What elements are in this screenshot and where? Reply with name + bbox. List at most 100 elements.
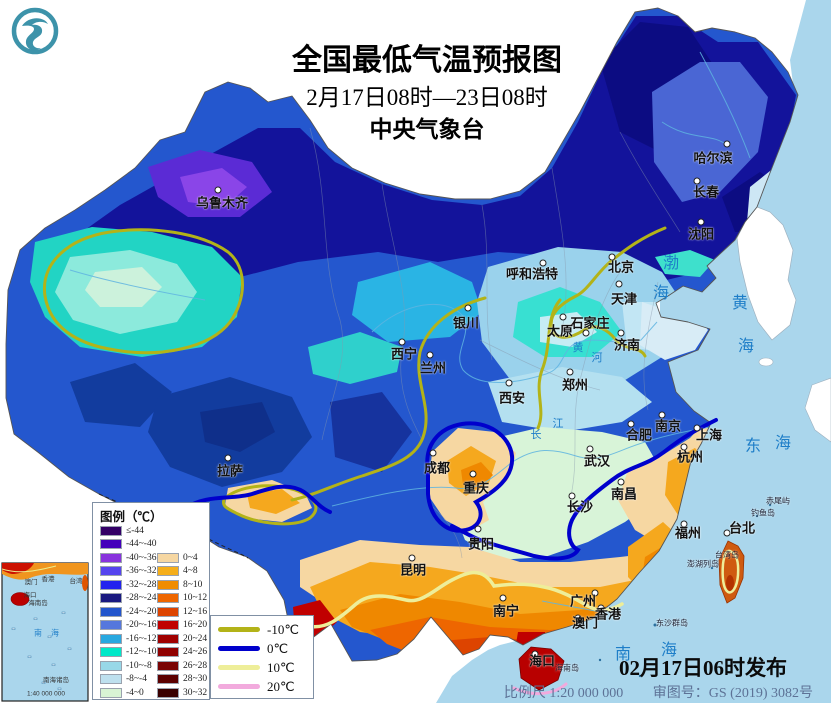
legend-swatch: [157, 579, 179, 590]
legend-swatch: [100, 633, 122, 644]
map-scale-line: 比例尺 1:20 000 000 审图号：GS (2019) 3082号: [504, 682, 813, 702]
legend-swatch: [157, 687, 179, 698]
isoline-row: 20℃: [211, 677, 313, 696]
legend-swatch: [100, 579, 122, 590]
legend-range-label: 24~26: [183, 647, 208, 658]
legend-range-label: -10~-8: [126, 660, 152, 671]
korea-land: [736, 206, 797, 341]
isoline-swatch: [218, 665, 260, 670]
legend-swatch: [157, 660, 179, 671]
publish-time: 02月17日06时发布: [619, 656, 787, 680]
legend-row: -16~-12: [100, 632, 156, 646]
province-borders: [309, 127, 681, 559]
legend-row: 0~4: [157, 551, 207, 565]
legend-range-label: -32~-28: [126, 579, 157, 590]
legend-range-label: 4~8: [183, 566, 198, 577]
inset-map: [1, 562, 89, 702]
sea: [436, 0, 831, 703]
legend-row: 20~24: [157, 632, 207, 646]
legend-range-label: -20~-16: [126, 620, 157, 631]
hainan-island: [518, 646, 565, 691]
legend-range-label: ≤-44: [126, 525, 144, 536]
isoline-swatch: [218, 627, 260, 632]
legend-row: 10~12: [157, 592, 207, 606]
legend-row: -32~-28: [100, 578, 156, 592]
legend-row: -44~-40: [100, 538, 156, 552]
isoline-label: 20℃: [267, 678, 295, 694]
isoline-label: -10℃: [267, 621, 299, 637]
legend-range-label: -24~-20: [126, 606, 157, 617]
isotherm-lines: [42, 226, 740, 695]
approval-number: 审图号：GS (2019) 3082号: [652, 686, 813, 701]
legend-row: 8~10: [157, 578, 207, 592]
japan-land: [804, 377, 831, 443]
china-border: [5, 7, 799, 662]
legend-range-label: -36~-32: [126, 566, 157, 577]
legend-swatch: [100, 566, 122, 577]
legend-row: -4~0: [100, 686, 156, 700]
isoline-row: 0℃: [211, 639, 313, 658]
legend-swatch: [157, 647, 179, 658]
legend-swatch: [100, 620, 122, 631]
legend-range-label: -8~-4: [126, 674, 147, 685]
isoline-swatch: [218, 646, 260, 651]
legend-swatch: [100, 525, 122, 536]
legend-range-label: 0~4: [183, 552, 198, 563]
legend-range-label: 30~32: [183, 687, 208, 698]
temperature-legend: 图例（℃） ≤-44 -44~-40 -40~-36 -36~-32 -32~-28 -2…: [92, 502, 210, 700]
legend-swatch: [100, 593, 122, 604]
legend-title: 图例（℃）: [100, 510, 163, 524]
title-block: 全国最低气温预报图 2月17日08时—23日08时 中央气象台: [292, 44, 562, 142]
isoline-row: -10℃: [211, 620, 313, 639]
legend-range-label: -40~-36: [126, 552, 157, 563]
isoline-swatch: [218, 684, 260, 689]
legend-warm-column: 0~4 4~8 8~10 10~12 12~16 16~20 20~24 24~26 26~28…: [157, 551, 207, 700]
legend-swatch: [157, 633, 179, 644]
legend-row: -36~-32: [100, 565, 156, 579]
offshore-islets: [598, 503, 772, 678]
map-subtitle: 2月17日08时—23日08时: [306, 85, 548, 110]
legend-row: 28~30: [157, 673, 207, 687]
legend-swatch: [157, 674, 179, 685]
isoline-label: 10℃: [267, 659, 295, 675]
legend-row: 30~32: [157, 686, 207, 700]
legend-swatch: [100, 539, 122, 550]
legend-row: -20~-16: [100, 619, 156, 633]
cma-logo-icon: [11, 7, 59, 55]
legend-range-label: -4~0: [126, 687, 144, 698]
legend-range-label: 20~24: [183, 633, 208, 644]
isoline-legend: -10℃ 0℃ 10℃ 20℃: [210, 615, 314, 699]
map-title: 全国最低气温预报图: [292, 44, 562, 77]
legend-cold-column: ≤-44 -44~-40 -40~-36 -36~-32 -32~-28 -28~-24 -…: [100, 524, 156, 700]
legend-swatch: [100, 660, 122, 671]
isoline-row: 10℃: [211, 658, 313, 677]
legend-range-label: 12~16: [183, 606, 208, 617]
map-agency: 中央气象台: [369, 117, 485, 142]
taiwan-core: [726, 575, 734, 591]
legend-range-label: -16~-12: [126, 633, 157, 644]
legend-swatch: [157, 606, 179, 617]
legend-row: 26~28: [157, 659, 207, 673]
legend-swatch: [100, 674, 122, 685]
legend-swatch: [100, 687, 122, 698]
legend-range-label: 8~10: [183, 579, 203, 590]
legend-row: 4~8: [157, 565, 207, 579]
legend-swatch: [157, 566, 179, 577]
legend-swatch: [157, 552, 179, 563]
legend-row: -24~-20: [100, 605, 156, 619]
legend-swatch: [100, 647, 122, 658]
legend-range-label: -28~-24: [126, 593, 157, 604]
legend-swatch: [157, 620, 179, 631]
legend-range-label: -12~-10: [126, 647, 157, 658]
legend-swatch: [157, 593, 179, 604]
legend-row: 24~26: [157, 646, 207, 660]
scale-text: 比例尺 1:20 000 000: [503, 686, 624, 701]
legend-row: -8~-4: [100, 673, 156, 687]
isoline-label: 0℃: [267, 640, 289, 656]
legend-range-label: 26~28: [183, 660, 208, 671]
rivers: [69, 51, 751, 614]
legend-range-label: 10~12: [183, 593, 208, 604]
